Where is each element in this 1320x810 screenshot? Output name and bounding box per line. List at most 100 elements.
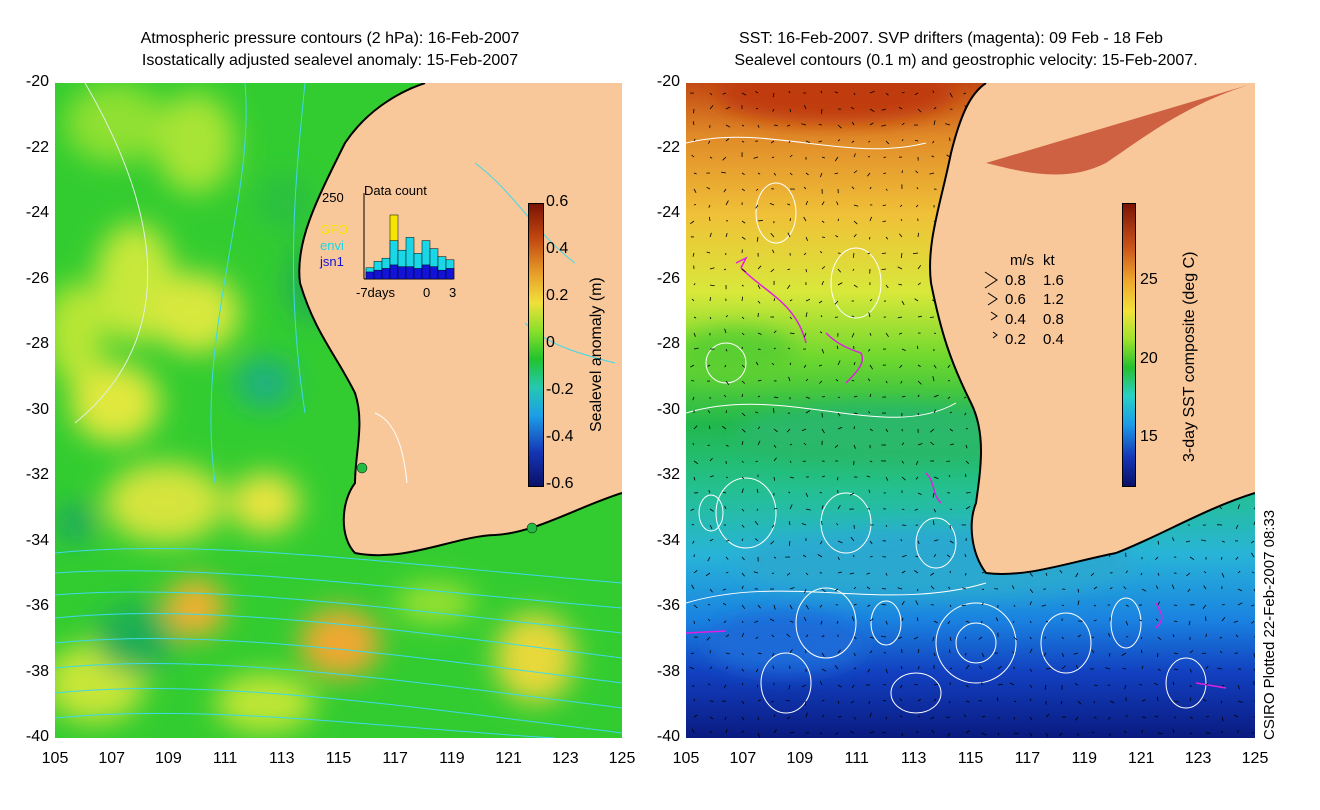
- velocity-arrow: [821, 428, 825, 434]
- velocity-arrow: [773, 444, 777, 448]
- velocity-arrow: [1029, 601, 1032, 606]
- velocity-arrow: [769, 203, 775, 206]
- lat-tick-label: -34: [25, 531, 49, 549]
- velocity-arrow: [915, 139, 919, 142]
- velocity-arrow: [1029, 572, 1034, 577]
- velocity-arrow: [773, 457, 777, 462]
- velocity-arrow: [931, 155, 935, 158]
- tide-gauge-esperance[interactable]: [526, 522, 538, 534]
- velocity-arrow: [770, 233, 775, 238]
- lat-tick-label: -30: [25, 400, 49, 418]
- velocity-arrow: [741, 92, 747, 96]
- velocity-arrow: [821, 505, 824, 510]
- velocity-arrow: [917, 492, 922, 495]
- velocity-arrow: [821, 714, 825, 718]
- velocity-arrow: [1157, 540, 1159, 545]
- velocity-arrow: [693, 604, 698, 609]
- lat-tick-label: -40: [25, 728, 49, 745]
- velocity-arrow: [853, 667, 857, 670]
- velocity-arrow: [869, 731, 875, 734]
- right-map-title-line1: SST: 16-Feb-2007. SVP drifters (magenta)…: [739, 30, 1163, 47]
- velocity-arrow: [901, 91, 905, 94]
- velocity-arrow: [885, 140, 890, 145]
- velocity-arrow: [1141, 699, 1146, 702]
- velocity-arrow: [837, 716, 842, 718]
- velocity-arrow: [949, 411, 952, 414]
- velocity-arrow: [771, 700, 775, 703]
- tide-gauge-fremantle[interactable]: [356, 462, 368, 474]
- velocity-arrow: [821, 201, 825, 206]
- velocity-arrow: [915, 555, 919, 558]
- hot-inland-region: [986, 83, 1255, 175]
- inset-bar-jsn1: [381, 268, 391, 280]
- velocity-arrow: [917, 648, 920, 654]
- lon-tick-label: 115: [957, 750, 984, 767]
- velocity-arrow: [1090, 572, 1095, 577]
- velocity-arrow: [756, 684, 759, 688]
- velocity-arrow: [964, 553, 967, 558]
- lon-tick-label: 113: [269, 750, 295, 767]
- velocity-arrow: [690, 364, 695, 368]
- velocity-arrow: [853, 426, 855, 430]
- velocity-arrow: [819, 172, 823, 178]
- velocity-legend-header-kt: kt: [1043, 252, 1055, 269]
- velocity-arrow: [709, 508, 714, 512]
- velocity-arrow: [1219, 636, 1223, 639]
- velocity-arrow: [1139, 619, 1143, 622]
- velocity-arrow: [724, 364, 727, 368]
- velocity-arrow: [1205, 716, 1209, 718]
- velocity-arrow: [722, 588, 727, 591]
- sst-map[interactable]: [686, 83, 1255, 738]
- velocity-arrow: [725, 729, 728, 734]
- velocity-arrow: [885, 572, 888, 576]
- colorbar-tick-label: 20: [1140, 349, 1158, 367]
- velocity-arrow: [837, 540, 843, 544]
- velocity-arrow: [1029, 732, 1033, 737]
- velocity-arrow: [707, 410, 711, 414]
- velocity-arrow: [789, 218, 791, 222]
- velocity-arrow: [947, 620, 951, 625]
- velocity-arrow: [882, 204, 887, 206]
- sealevel-anomaly-map[interactable]: [55, 83, 622, 738]
- velocity-arrow: [1154, 682, 1159, 686]
- velocity-arrow: [741, 538, 744, 542]
- velocity-arrow: [901, 600, 905, 606]
- velocity-arrow: [693, 347, 699, 350]
- velocity-arrow: [869, 332, 872, 336]
- velocity-arrow: [707, 556, 711, 562]
- velocity-arrow: [789, 332, 795, 335]
- velocity-arrow: [1108, 716, 1111, 720]
- velocity-arrow: [724, 505, 727, 510]
- velocity-arrow: [805, 508, 811, 511]
- velocity-arrow: [1125, 620, 1129, 626]
- velocity-arrow: [805, 649, 807, 654]
- velocity-arrow: [1124, 684, 1127, 690]
- velocity-arrow: [757, 379, 762, 382]
- velocity-arrow: [932, 90, 935, 94]
- velocity-arrow: [708, 490, 711, 494]
- velocity-arrow: [725, 348, 728, 352]
- velocity-arrow: [706, 186, 711, 190]
- velocity-arrow: [709, 104, 714, 110]
- velocity-arrow: [899, 698, 903, 702]
- velocity-arrow: [1237, 602, 1243, 606]
- velocity-arrow: [949, 636, 952, 642]
- velocity-arrow: [851, 186, 855, 190]
- velocity-arrow: [949, 540, 954, 544]
- lat-tick-label: -20: [25, 73, 49, 90]
- velocity-arrow: [787, 268, 791, 271]
- velocity-arrow: [837, 504, 841, 510]
- velocity-arrow: [1217, 667, 1223, 670]
- velocity-arrow: [945, 123, 951, 126]
- velocity-arrow: [786, 284, 791, 290]
- velocity-arrow: [899, 715, 903, 718]
- velocity-arrow: [946, 716, 951, 718]
- velocity-arrow: [801, 684, 807, 688]
- velocity-arrow: [949, 649, 951, 654]
- colorbar-tick-label: -0.2: [546, 381, 574, 398]
- velocity-arrow: [805, 236, 809, 242]
- velocity-arrow: [853, 92, 856, 96]
- velocity-arrow: [882, 220, 887, 222]
- velocity-arrow: [693, 698, 695, 702]
- velocity-arrow: [868, 489, 871, 494]
